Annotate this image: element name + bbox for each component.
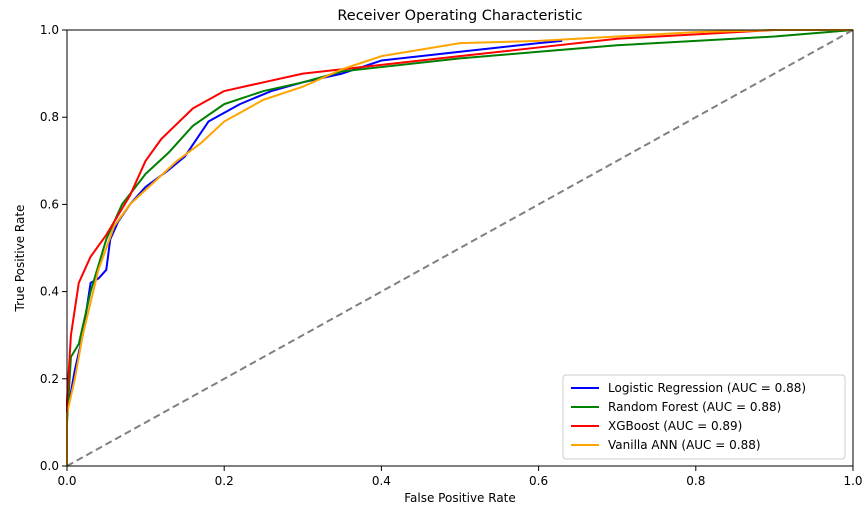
series-line-1 [66, 29, 854, 466]
x-tick-label: 1.0 [843, 474, 862, 488]
legend-box [562, 374, 846, 460]
x-tick-label: 0.4 [372, 474, 391, 488]
x-tick-label: 0.0 [57, 474, 76, 488]
chance-line [66, 29, 854, 467]
plot-area: 0.0 0.2 0.4 0.6 0.8 1.0 0.0 0.2 0.4 0.6 0.8 1.0 [40, 23, 863, 488]
series-line-0 [66, 39, 563, 466]
plot-frame [66, 29, 854, 467]
x-tick-label: 0.8 [686, 474, 705, 488]
y-tick-label: 0.0 [40, 459, 59, 473]
x-tick-label: 0.2 [215, 474, 234, 488]
y-tick-label: 0.2 [40, 372, 59, 386]
y-axis-label: True Positive Rate [13, 205, 27, 313]
y-tick-label: 0.6 [40, 197, 59, 211]
legend-label: Random Forest (AUC = 0.88) [608, 400, 781, 414]
chart-title: Receiver Operating Characteristic [337, 8, 582, 24]
legend-label: Vanilla ANN (AUC = 0.88) [608, 438, 761, 452]
x-axis-label: False Positive Rate [404, 491, 516, 505]
series-line-2 [66, 29, 853, 466]
y-tick-label: 0.4 [40, 285, 59, 299]
y-tick-label: 1.0 [40, 23, 59, 37]
legend-label: Logistic Regression (AUC = 0.88) [608, 381, 806, 395]
x-tick-label: 0.6 [529, 474, 548, 488]
legend: Logistic Regression (AUC = 0.88) Random F… [562, 374, 846, 460]
series-line-3 [66, 29, 853, 466]
legend-label: XGBoost (AUC = 0.89) [608, 419, 742, 433]
y-tick-label: 0.8 [40, 110, 59, 124]
